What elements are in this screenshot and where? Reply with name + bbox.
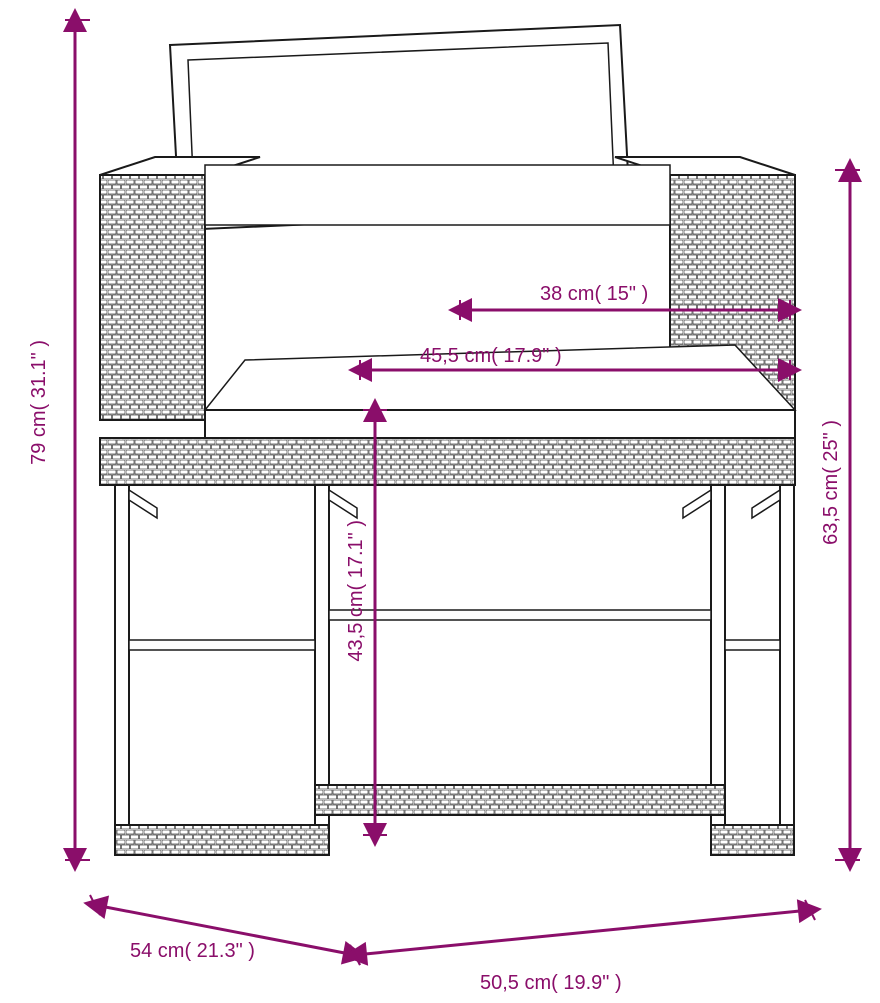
dim-bottom-depth: 54 cm( 21.3" ) — [130, 940, 255, 963]
diagram-stage: 79 cm( 31.1" ) 63,5 cm( 25" ) 43,5 cm( 1… — [0, 0, 880, 1003]
dim-seat-width: 45,5 cm( 17.9" ) — [420, 345, 562, 368]
dim-total-height: 79 cm( 31.1" ) — [28, 340, 51, 465]
diagram-svg — [0, 0, 880, 1003]
dim-seat-depth: 38 cm( 15" ) — [540, 283, 648, 306]
dim-seat-height: 43,5 cm( 17.1" ) — [345, 520, 368, 662]
dim-arm-height: 63,5 cm( 25" ) — [820, 420, 843, 545]
dim-bottom-width: 50,5 cm( 19.9" ) — [480, 972, 622, 995]
chair-drawing — [100, 25, 795, 855]
